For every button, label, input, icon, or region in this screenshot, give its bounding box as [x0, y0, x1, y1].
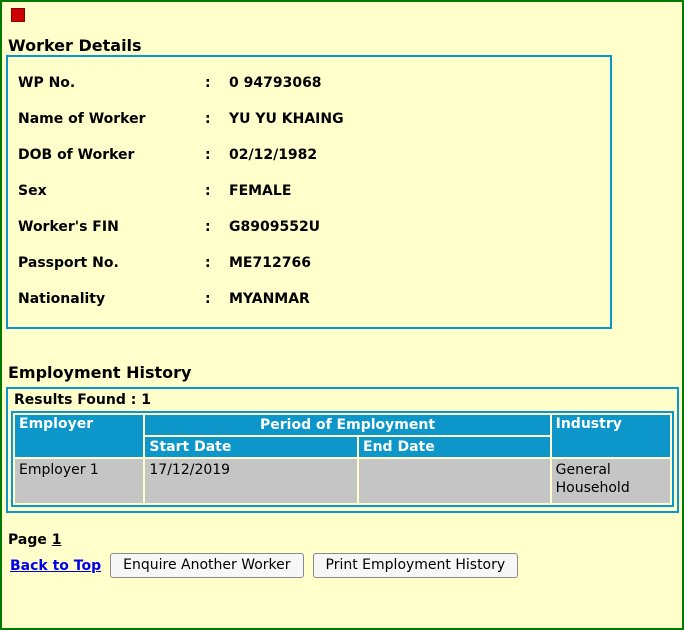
column-header-end-date: End Date	[359, 437, 550, 457]
cell-employer: Employer 1	[15, 459, 144, 503]
print-employment-history-button[interactable]: Print Employment History	[312, 553, 519, 578]
results-box: Results Found : 1 Employer Period of Emp…	[6, 387, 679, 513]
field-label: Passport No.	[18, 255, 119, 271]
field-label: Nationality	[18, 291, 106, 307]
column-header-period: Period of Employment	[145, 415, 550, 435]
back-to-top-link[interactable]: Back to Top	[10, 557, 102, 574]
field-label: DOB of Worker	[18, 147, 135, 163]
field-label: Sex	[18, 183, 47, 199]
page-number-link[interactable]: 1	[51, 532, 62, 548]
field-colon: :	[205, 75, 211, 91]
table-header-row-1: Employer Period of Employment Industry	[15, 415, 670, 457]
field-value: 02/12/1982	[229, 147, 318, 163]
page-label: Page	[8, 532, 47, 548]
field-label: Name of Worker	[18, 111, 146, 127]
table-row: Employer 1 17/12/2019 General Household	[15, 459, 670, 503]
cell-start-date: 17/12/2019	[145, 459, 358, 503]
field-value: 0 94793068	[229, 75, 322, 91]
cell-end-date	[359, 459, 550, 503]
worker-details-title: Worker Details	[8, 36, 142, 55]
field-colon: :	[205, 147, 211, 163]
field-value: MYANMAR	[229, 291, 310, 307]
field-row-sex: Sex : FEMALE	[18, 173, 610, 209]
footer-actions: Back to Top Enquire Another Worker Print…	[10, 553, 682, 578]
field-colon: :	[205, 111, 211, 127]
pagination: Page 1	[8, 532, 682, 548]
field-colon: :	[205, 255, 211, 271]
employment-history-table: Employer Period of Employment Industry S…	[11, 411, 674, 507]
field-row-nationality: Nationality : MYANMAR	[18, 281, 610, 317]
table-header-row-2: Start Date End Date	[15, 437, 670, 457]
column-header-industry: Industry	[551, 415, 670, 457]
field-row-fin: Worker's FIN : G8909552U	[18, 209, 610, 245]
field-value: ME712766	[229, 255, 311, 271]
column-header-start-date: Start Date	[145, 437, 358, 457]
field-colon: :	[205, 219, 211, 235]
field-value: YU YU KHAING	[229, 111, 344, 127]
red-square-icon	[11, 8, 25, 22]
results-found-text: Results Found : 1	[14, 392, 151, 408]
field-label: WP No.	[18, 75, 76, 91]
field-colon: :	[205, 291, 211, 307]
field-value: FEMALE	[229, 183, 292, 199]
column-header-employer: Employer	[15, 415, 144, 457]
field-row-wp-no: WP No. : 0 94793068	[18, 65, 610, 101]
employment-history-title: Employment History	[8, 363, 192, 382]
field-label: Worker's FIN	[18, 219, 119, 235]
field-row-passport: Passport No. : ME712766	[18, 245, 610, 281]
field-row-name: Name of Worker : YU YU KHAING	[18, 101, 610, 137]
field-row-dob: DOB of Worker : 02/12/1982	[18, 137, 610, 173]
enquire-another-worker-button[interactable]: Enquire Another Worker	[110, 553, 304, 578]
field-colon: :	[205, 183, 211, 199]
worker-details-box: WP No. : 0 94793068 Name of Worker : YU …	[6, 55, 612, 329]
cell-industry: General Household	[551, 459, 670, 503]
field-value: G8909552U	[229, 219, 321, 235]
